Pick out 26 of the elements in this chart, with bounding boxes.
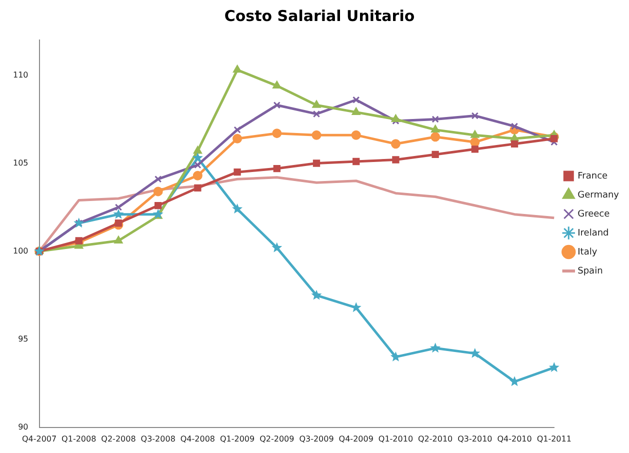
x-tick-label: Q2-2008 [101, 434, 136, 444]
legend-label: Greece [578, 209, 610, 220]
x-tick-label: Q3-2008 [140, 434, 176, 444]
x-tick-label: Q1-2011 [536, 434, 572, 444]
y-tick-label: 90 [18, 422, 28, 432]
legend-label: Germany [578, 190, 620, 200]
x-tick-label: Q3-2009 [299, 434, 334, 444]
x-tick-label: Q4-2009 [338, 434, 374, 444]
x-tick-label: Q4-2010 [497, 434, 532, 444]
x-tick-label: Q2-2010 [418, 434, 453, 444]
y-tick-label: 105 [12, 158, 28, 168]
x-tick-label: Q1-2008 [62, 434, 96, 444]
legend-label: France [578, 171, 608, 182]
x-tick-label: Q3-2010 [458, 434, 492, 444]
x-tick-label: Q1-2010 [378, 434, 414, 444]
x-tick-label: Q2-2009 [260, 434, 294, 444]
x-tick-label: Q4-2007 [22, 434, 57, 444]
y-tick-label: 95 [18, 334, 28, 344]
legend-label: Spain [578, 266, 603, 276]
x-tick-label: Q1-2009 [220, 434, 255, 444]
y-tick-label: 110 [12, 70, 28, 80]
x-tick-label: Q4-2008 [180, 434, 216, 444]
legend-label: Italy [578, 247, 598, 258]
y-tick-label: 100 [12, 246, 28, 256]
chart-title: Costo Salarial Unitario [224, 6, 415, 25]
legend-label: Ireland [578, 228, 609, 238]
